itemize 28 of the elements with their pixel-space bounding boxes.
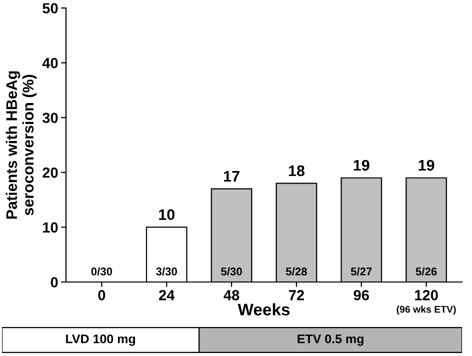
- text: LVD 100 mg: [66, 334, 136, 346]
- x-tick-label: 0: [98, 290, 106, 300]
- text: ETV 0.5 mg: [298, 334, 364, 346]
- x-axis-title: Weeks: [238, 303, 290, 316]
- annotation: 5/30: [221, 267, 242, 276]
- data-label: 10: [159, 209, 174, 220]
- y-tick-label: 50: [42, 3, 58, 14]
- annotation: 5/27: [350, 267, 372, 276]
- data-label: 18: [288, 165, 304, 176]
- y-tick-label: 10: [43, 222, 58, 233]
- y-tick-label: 20: [42, 168, 58, 178]
- annotation: 0/30: [91, 267, 112, 276]
- x-tick-label: 120: [415, 290, 438, 300]
- y-tick-label: 0: [50, 277, 58, 288]
- data-label: 17: [224, 170, 240, 182]
- y-axis-title: Patients with HBeAg seroconversion (%): [6, 71, 37, 219]
- annotation: 5/28: [286, 267, 307, 276]
- annotation: 3/30: [156, 267, 177, 276]
- x-tick-label: 72: [288, 290, 304, 300]
- y-tick-label: 40: [42, 58, 58, 68]
- x-tick-label: 48: [224, 290, 240, 300]
- x-tick-label: 96: [354, 290, 369, 300]
- data-label: 19: [354, 160, 370, 171]
- y-tick-label: 30: [42, 112, 58, 124]
- data-label: 19: [418, 160, 434, 171]
- text: (96 wks ETV): [396, 306, 456, 315]
- x-tick-label: 24: [159, 290, 175, 300]
- annotation: 5/26: [416, 267, 437, 276]
